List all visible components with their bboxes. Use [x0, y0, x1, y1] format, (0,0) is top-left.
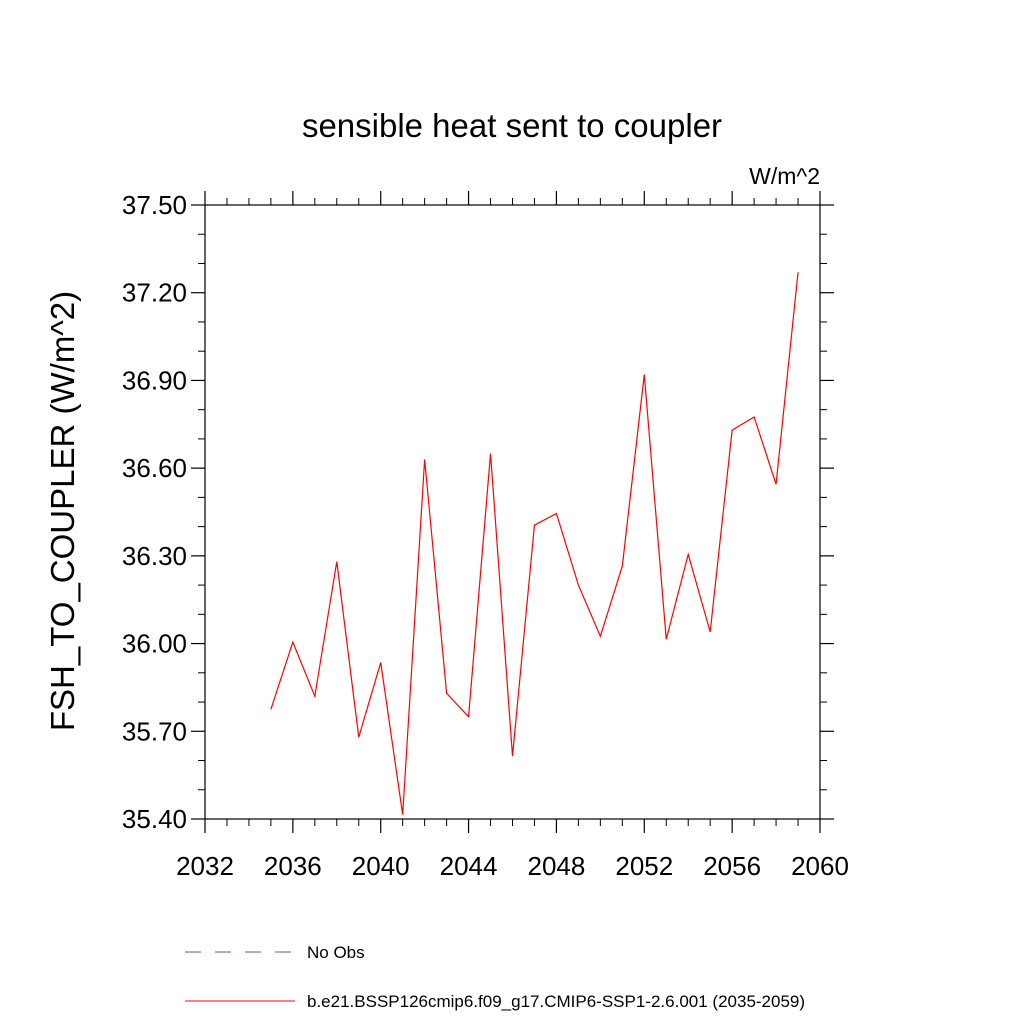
plot-frame	[204, 204, 821, 820]
chart-title: sensible heat sent to coupler	[302, 107, 722, 144]
x-tick-label: 2048	[528, 851, 586, 881]
legend-label-ssp126: b.e21.BSSP126cmip6.f09_g17.CMIP6-SSP1-2.…	[307, 992, 805, 1011]
x-tick-label: 2056	[703, 851, 761, 881]
y-tick-label: 36.90	[122, 365, 187, 395]
units-label: W/m^2	[749, 163, 820, 189]
y-axis-tick-labels: 35.40 35.70 36.00 36.30 36.60 36.90 37.20 37.50	[122, 190, 187, 834]
y-axis-ticks	[191, 204, 834, 820]
legend: No Obs b.e21.BSSP126cmip6.f09_g17.CMIP6-…	[185, 943, 805, 1011]
y-tick-label: 37.50	[122, 190, 187, 220]
x-axis-ticks	[204, 191, 821, 833]
y-tick-label: 36.00	[122, 629, 187, 659]
series-layer	[270, 272, 799, 815]
x-tick-label: 2032	[176, 851, 234, 881]
y-tick-label: 35.70	[122, 716, 187, 746]
x-tick-label: 2060	[791, 851, 849, 881]
x-tick-label: 2040	[352, 851, 410, 881]
y-tick-label: 37.20	[122, 278, 187, 308]
x-axis-tick-labels: 2032 2036 2040 2044 2048 2052 2056 2060	[176, 851, 849, 881]
y-tick-label: 36.60	[122, 453, 187, 483]
legend-label-no-obs: No Obs	[307, 943, 365, 962]
x-tick-label: 2044	[440, 851, 498, 881]
series-line	[270, 272, 799, 815]
x-tick-label: 2052	[615, 851, 673, 881]
x-tick-label: 2036	[264, 851, 322, 881]
y-tick-label: 36.30	[122, 541, 187, 571]
y-tick-label: 35.40	[122, 804, 187, 834]
y-axis-label: FSH_TO_COUPLER (W/m^2)	[44, 291, 81, 731]
